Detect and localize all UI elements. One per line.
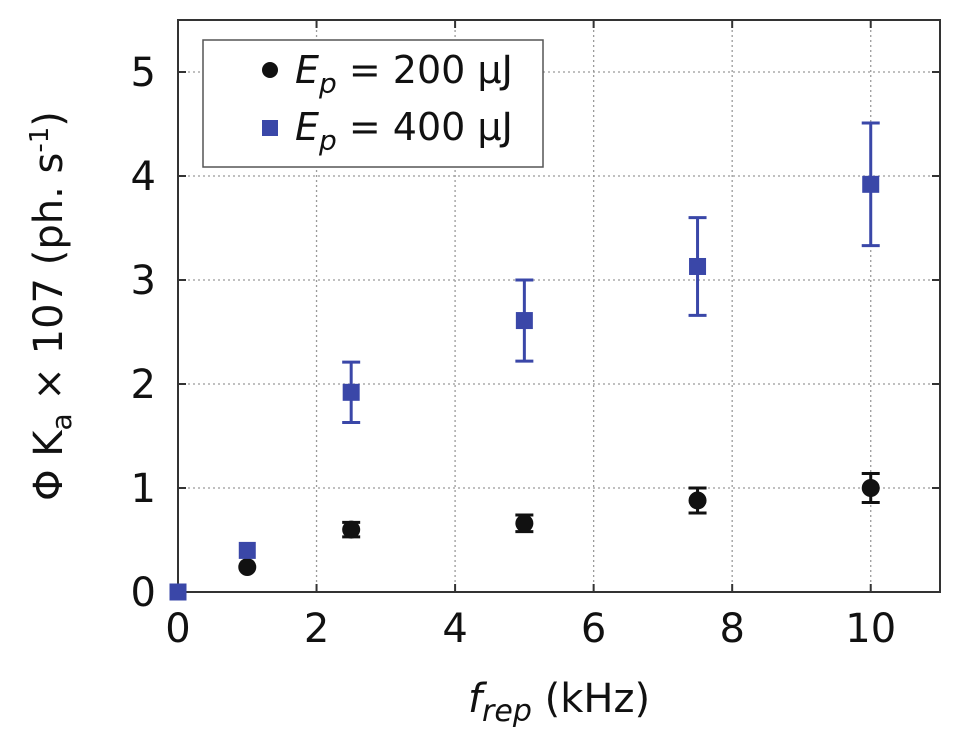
plot-frame	[177, 19, 941, 593]
x-tick-label: 8	[719, 606, 744, 652]
legend-marker-circle	[262, 62, 278, 78]
x-axis-unit-text: (kHz)	[545, 676, 650, 722]
data-point-square	[515, 312, 533, 330]
data-layer	[169, 121, 880, 601]
y-tick-label: 5	[131, 50, 156, 96]
y-tick-label: 0	[131, 570, 156, 616]
x-tick-label: 4	[442, 606, 467, 652]
data-point-square	[169, 583, 187, 601]
data-point-circle	[861, 479, 880, 497]
y-axis-subscript: a	[45, 413, 78, 430]
legend: Ep = 200 µJ Ep = 400 µJ	[202, 39, 544, 168]
legend-marker-square	[262, 120, 278, 136]
x-tick-label: 10	[845, 606, 896, 652]
tick-layer: 0 2 4 6 8 10 0 1 2 3 4 5	[131, 20, 940, 652]
y-axis-suffix: )	[26, 111, 72, 127]
legend-label-series-2: Ep = 400 µJ	[295, 105, 513, 157]
legend-symbol: E	[295, 105, 319, 149]
y-tick-label: 1	[131, 466, 156, 512]
data-point-square	[689, 257, 707, 275]
data-point-circle	[238, 558, 257, 577]
legend-subscript: p	[318, 67, 337, 100]
x-tick-label: 0	[165, 606, 190, 652]
legend-box	[202, 39, 544, 168]
legend-label-series-1: Ep = 200 µJ	[295, 48, 513, 100]
data-point-square	[342, 383, 360, 401]
data-point-square	[862, 175, 880, 193]
legend-value: = 400 µJ	[337, 105, 513, 149]
y-tick-label: 4	[131, 154, 156, 200]
y-tick-label: 2	[131, 362, 156, 408]
data-point-circle	[515, 514, 534, 533]
y-axis-title: Φ Ka × 107 (ph. s-1)	[25, 111, 78, 501]
x-axis-subscript: rep	[482, 694, 532, 729]
data-point-circle	[342, 520, 361, 539]
data-point-circle	[688, 491, 707, 510]
x-tick-label: 6	[581, 606, 606, 652]
y-axis-prefix: Φ K	[26, 429, 72, 501]
y-axis-superscript: -1	[25, 127, 55, 153]
x-axis-title: frep (kHz)	[468, 676, 650, 729]
y-tick-label: 3	[131, 258, 156, 304]
x-tick-label: 2	[304, 606, 329, 652]
legend-symbol: E	[295, 48, 319, 92]
legend-value: = 200 µJ	[337, 48, 513, 92]
data-point-square	[238, 541, 256, 559]
legend-subscript: p	[318, 124, 337, 157]
y-axis-middle: × 107 (ph. s	[26, 153, 72, 414]
x-axis-unit	[532, 676, 545, 722]
